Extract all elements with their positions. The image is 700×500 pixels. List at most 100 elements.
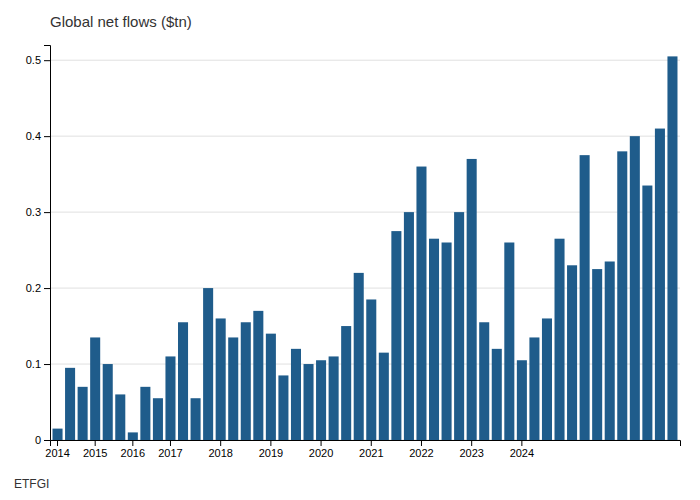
bar — [567, 265, 577, 440]
bar — [555, 239, 565, 440]
bar — [115, 394, 125, 440]
bar — [391, 231, 401, 440]
tick: 0.5 — [26, 54, 50, 66]
bar — [241, 322, 251, 440]
bar — [605, 261, 615, 440]
tick-mark — [421, 440, 422, 446]
axis-line — [44, 46, 51, 441]
bar — [153, 398, 163, 440]
bar — [366, 299, 376, 440]
chart: 2014 2015 2016 2017 2018 2019 2020 2021 2022 2023… — [0, 0, 700, 500]
bar — [304, 364, 314, 440]
bar — [642, 186, 652, 440]
bar — [667, 56, 677, 440]
tick: 2015 — [83, 440, 107, 459]
x-axis: 2014 2015 2016 2017 2018 2019 2020 2021 2022 2023… — [45, 440, 680, 459]
bar — [65, 368, 75, 440]
grid-line — [50, 60, 680, 61]
bar — [542, 318, 552, 440]
tick-mark — [57, 440, 58, 446]
tick: 2019 — [259, 440, 283, 459]
axis-line — [51, 441, 681, 447]
tick-label: 2020 — [309, 447, 333, 459]
bar — [165, 356, 175, 440]
bar — [454, 212, 464, 440]
bar — [228, 337, 238, 440]
bars — [53, 56, 678, 440]
tick-label: 2022 — [409, 447, 433, 459]
bar — [253, 311, 263, 440]
tick-label: 2019 — [259, 447, 283, 459]
tick-mark — [471, 440, 472, 446]
tick-label: 2014 — [45, 447, 69, 459]
tick: 2018 — [208, 440, 232, 459]
bar — [467, 159, 477, 440]
tick-label: 2017 — [158, 447, 182, 459]
tick: 2020 — [309, 440, 333, 459]
source: ETFGI — [14, 477, 49, 491]
bar — [90, 337, 100, 440]
tick: 0.2 — [26, 282, 50, 294]
tick-mark — [220, 440, 221, 446]
tick: 2022 — [409, 440, 433, 459]
tick-mark — [44, 60, 50, 61]
tick-mark — [44, 364, 50, 365]
bar — [617, 151, 627, 440]
tick-mark — [95, 440, 96, 446]
tick-label: 0.2 — [26, 282, 41, 294]
tick: 0.3 — [26, 206, 50, 218]
bar — [78, 387, 88, 440]
bar — [329, 356, 339, 440]
tick-mark — [371, 440, 372, 446]
tick: 2023 — [459, 440, 483, 459]
bar — [216, 318, 226, 440]
tick-label: 0.4 — [26, 130, 41, 142]
tick-mark — [44, 212, 50, 213]
tick: 0.1 — [26, 358, 50, 370]
tick-mark — [44, 440, 50, 441]
tick: 2014 — [45, 440, 69, 459]
bar — [278, 375, 288, 440]
bar — [529, 337, 539, 440]
tick-label: 2021 — [359, 447, 383, 459]
tick-mark — [132, 440, 133, 446]
bar — [404, 212, 414, 440]
bar — [341, 326, 351, 440]
tick-mark — [170, 440, 171, 446]
tick-mark — [270, 440, 271, 446]
bar — [53, 429, 63, 440]
bar — [442, 243, 452, 441]
bar — [103, 364, 113, 440]
title: Global net flows ($tn) — [50, 13, 192, 30]
bar — [592, 269, 602, 440]
tick: 2016 — [121, 440, 145, 459]
tick-label: 0.3 — [26, 206, 41, 218]
tick-mark — [521, 440, 522, 446]
tick: 2017 — [158, 440, 182, 459]
tick-label: 0 — [35, 434, 41, 446]
tick: 2021 — [359, 440, 383, 459]
bar — [504, 243, 514, 441]
bar — [517, 360, 527, 440]
bar — [128, 432, 138, 440]
tick-mark — [44, 288, 50, 289]
bar — [379, 353, 389, 440]
tick-mark — [44, 136, 50, 137]
bar — [580, 155, 590, 440]
bar — [479, 322, 489, 440]
tick: 2024 — [510, 440, 534, 459]
bar — [354, 273, 364, 440]
tick: 0.4 — [26, 130, 50, 142]
tick-label: 0.5 — [26, 54, 41, 66]
tick-label: 0.1 — [26, 358, 41, 370]
bar — [291, 349, 301, 440]
tick-label: 2016 — [121, 447, 145, 459]
tick-label: 2018 — [208, 447, 232, 459]
tick-label: 2023 — [459, 447, 483, 459]
tick: 0 — [35, 434, 50, 446]
bar — [203, 288, 213, 440]
tick-label: 2024 — [510, 447, 534, 459]
bar — [429, 239, 439, 440]
bar — [178, 322, 188, 440]
y-axis: 0 0.1 0.2 0.3 0.4 0.5 — [26, 46, 51, 447]
